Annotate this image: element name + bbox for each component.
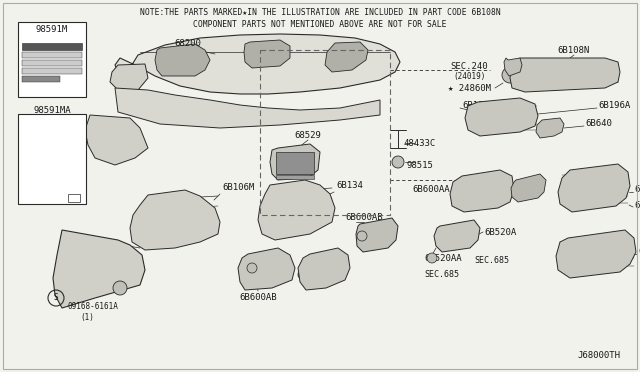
Polygon shape bbox=[130, 190, 220, 250]
Polygon shape bbox=[325, 42, 368, 72]
Polygon shape bbox=[356, 218, 398, 252]
Text: 98591M: 98591M bbox=[36, 25, 68, 34]
Text: 98515: 98515 bbox=[406, 160, 433, 170]
Bar bbox=[18, 22, 86, 97]
Polygon shape bbox=[155, 44, 210, 76]
Text: SEC.240: SEC.240 bbox=[450, 62, 488, 71]
Text: 6B600AA: 6B600AA bbox=[412, 186, 450, 195]
Bar bbox=[22, 76, 60, 82]
Bar bbox=[22, 68, 82, 74]
Text: ★ 24860M: ★ 24860M bbox=[448, 84, 491, 93]
Bar bbox=[22, 52, 82, 58]
Text: J68000TH: J68000TH bbox=[577, 351, 620, 360]
Polygon shape bbox=[115, 34, 400, 94]
Text: 6B106M: 6B106M bbox=[222, 183, 254, 192]
Text: 6B600AB: 6B600AB bbox=[345, 213, 383, 222]
Text: S: S bbox=[54, 294, 58, 302]
Bar bbox=[260, 50, 390, 215]
Text: 6B600: 6B600 bbox=[634, 186, 640, 195]
Text: 6B108N: 6B108N bbox=[558, 46, 590, 55]
Text: 6B630: 6B630 bbox=[634, 201, 640, 209]
Text: 48433C: 48433C bbox=[404, 138, 436, 148]
Text: SEC.685: SEC.685 bbox=[474, 256, 509, 265]
Text: 6B135: 6B135 bbox=[296, 271, 323, 280]
Bar bbox=[276, 152, 314, 174]
Bar bbox=[22, 60, 82, 66]
Circle shape bbox=[247, 263, 257, 273]
Polygon shape bbox=[504, 58, 522, 76]
Polygon shape bbox=[434, 220, 480, 252]
Text: NOTE:THE PARTS MARKED★IN THE ILLUSTRATION ARE INCLUDED IN PART CODE 6B108N: NOTE:THE PARTS MARKED★IN THE ILLUSTRATIO… bbox=[140, 8, 500, 17]
Polygon shape bbox=[258, 180, 335, 240]
Text: 6B640: 6B640 bbox=[585, 119, 612, 128]
Text: 6B600AB: 6B600AB bbox=[239, 293, 277, 302]
Polygon shape bbox=[536, 118, 564, 138]
Bar bbox=[18, 114, 86, 204]
Text: (1): (1) bbox=[80, 313, 94, 322]
Polygon shape bbox=[85, 115, 148, 165]
Circle shape bbox=[502, 67, 518, 83]
Text: SEC.685: SEC.685 bbox=[424, 270, 459, 279]
Polygon shape bbox=[558, 164, 630, 212]
Text: 6B520A: 6B520A bbox=[484, 228, 516, 237]
Circle shape bbox=[427, 253, 437, 263]
Polygon shape bbox=[115, 88, 380, 128]
Text: 68529: 68529 bbox=[294, 131, 321, 140]
Text: 09168-6161A: 09168-6161A bbox=[67, 302, 118, 311]
Circle shape bbox=[113, 281, 127, 295]
Polygon shape bbox=[244, 40, 290, 68]
Text: 68200: 68200 bbox=[175, 39, 202, 48]
Polygon shape bbox=[511, 174, 546, 202]
Text: 68901: 68901 bbox=[638, 247, 640, 257]
Text: 98591MA: 98591MA bbox=[33, 106, 71, 115]
Polygon shape bbox=[510, 58, 620, 92]
Polygon shape bbox=[298, 248, 350, 290]
Polygon shape bbox=[450, 170, 514, 212]
Polygon shape bbox=[556, 230, 636, 278]
Bar bbox=[22, 43, 82, 50]
Polygon shape bbox=[53, 230, 145, 308]
Bar bbox=[276, 175, 314, 179]
Polygon shape bbox=[465, 98, 538, 136]
Text: 6B134: 6B134 bbox=[336, 181, 363, 190]
Polygon shape bbox=[238, 248, 295, 290]
Text: (24019): (24019) bbox=[453, 72, 485, 81]
Polygon shape bbox=[270, 144, 320, 180]
Circle shape bbox=[357, 231, 367, 241]
Polygon shape bbox=[110, 64, 148, 92]
Text: 6B196A: 6B196A bbox=[598, 100, 630, 109]
Text: 6B196AA: 6B196AA bbox=[462, 100, 500, 109]
Text: COMPONENT PARTS NOT MENTIONED ABOVE ARE NOT FOR SALE: COMPONENT PARTS NOT MENTIONED ABOVE ARE … bbox=[193, 20, 447, 29]
Bar bbox=[68, 194, 80, 202]
Text: 6B520AA: 6B520AA bbox=[424, 254, 461, 263]
Circle shape bbox=[392, 156, 404, 168]
